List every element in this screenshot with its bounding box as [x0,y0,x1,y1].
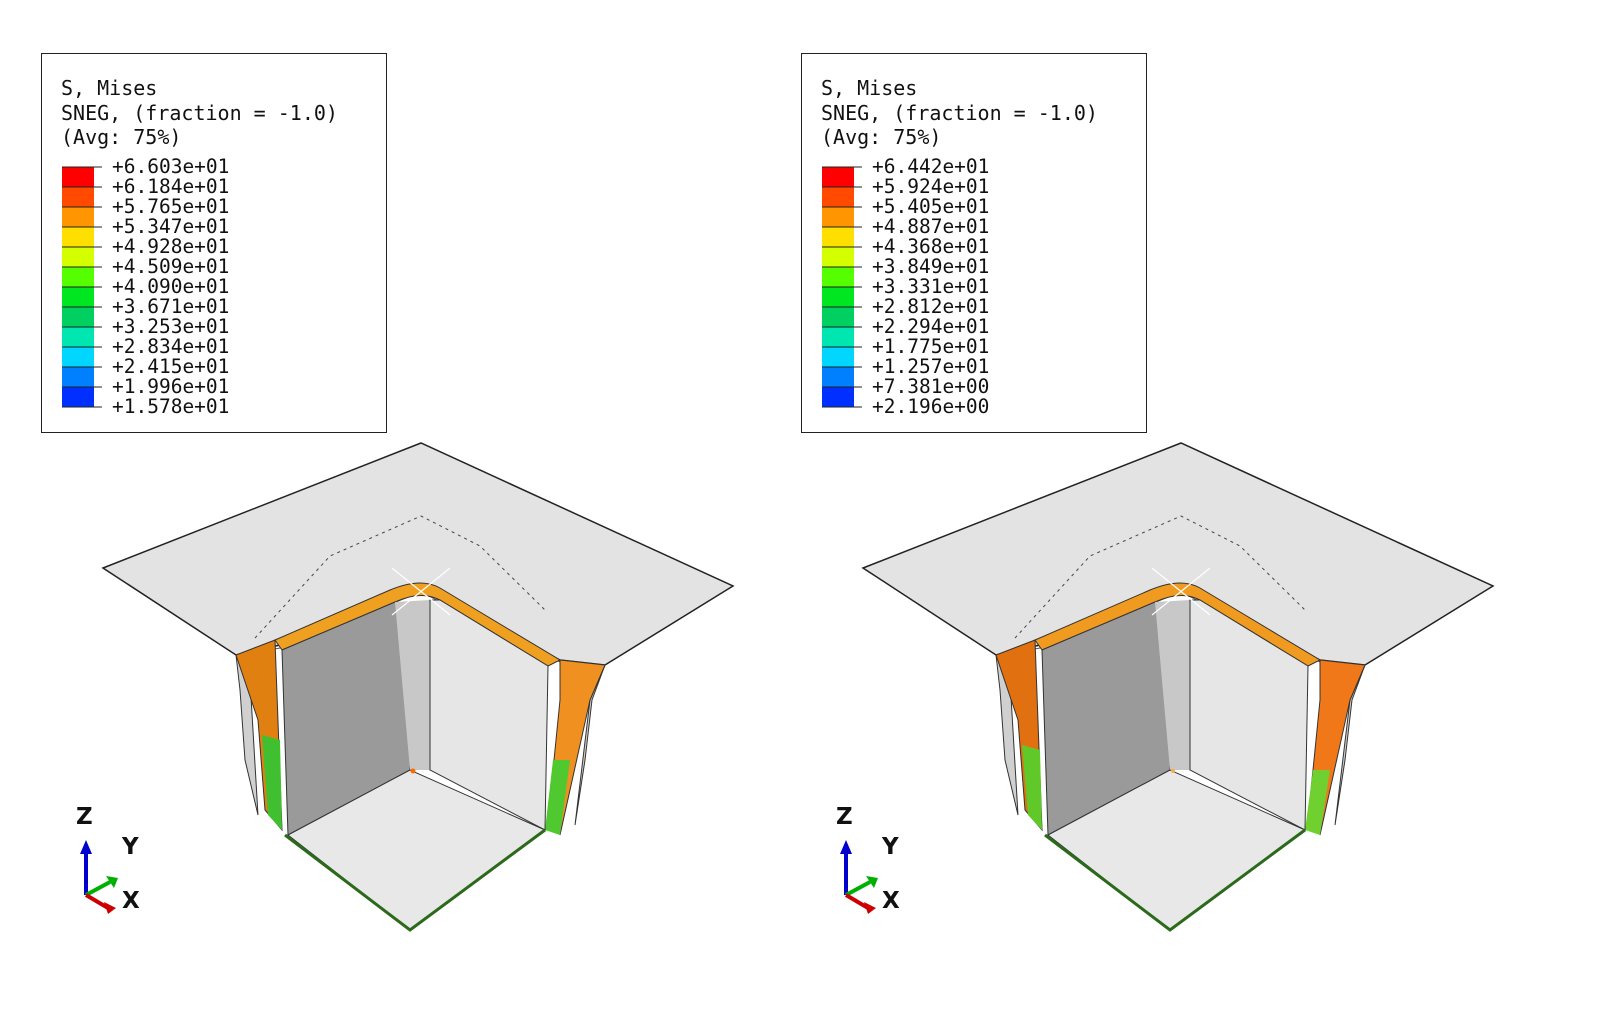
cup-bottom-edge [284,828,546,932]
colorbar-value-label: +3.253e+01 [112,315,230,338]
colorbar-band [822,307,854,327]
right-wall-green-strip [1305,770,1330,835]
axis-label-y: Y [882,834,899,860]
colorbar-value-label: +4.509e+01 [112,255,230,278]
colorbar-band [62,167,94,187]
colorbar-value-label: +3.331e+01 [872,275,990,298]
colorbar-value-label: +6.184e+01 [112,175,230,198]
colorbar-band [62,387,94,407]
inner-corner-shade [395,600,430,770]
colorbar-value-label: +5.765e+01 [112,195,230,218]
legend-title-section: SNEG, (fraction = -1.0) [61,101,338,125]
legend-title-averaging: (Avg: 75%) [61,125,182,149]
blank-outline-dashed [254,515,546,639]
colorbar-value-label: +4.887e+01 [872,215,990,238]
colorbar-band [822,347,854,367]
left-result-panel: S, Mises SNEG, (fraction = -1.0) (Avg: 7… [41,53,735,932]
colorbar-band [62,207,94,227]
axis-label-y: Y [122,834,139,860]
colorbar-value-label: +5.924e+01 [872,175,990,198]
axis-label-z: Z [836,804,853,830]
axis-label-x: X [882,888,900,914]
colorbar-band [822,287,854,307]
legend-title-variable: S, Mises [61,76,158,100]
stress-legend: S, Mises SNEG, (fraction = -1.0) (Avg: 7… [801,53,1147,433]
colorbar-band [62,247,94,267]
colorbar-value-label: +2.834e+01 [112,335,230,358]
axis-label-z: Z [76,804,93,830]
inner-right-wall [429,599,549,831]
legend-title-variable: S, Mises [821,76,918,100]
legend-title-averaging: (Avg: 75%) [821,125,942,149]
legend-title-section: SNEG, (fraction = -1.0) [821,101,1098,125]
axis-triad: Z Y X [70,804,160,930]
colorbar-value-label: +3.671e+01 [112,295,230,318]
colorbar-value-label: +4.090e+01 [112,275,230,298]
colorbar [822,166,862,408]
colorbar-value-label: +1.996e+01 [112,375,230,398]
colorbar-band [62,227,94,247]
axis-triad: Z Y X [830,804,920,930]
colorbar-value-label: +2.415e+01 [112,355,230,378]
colorbar-band [822,327,854,347]
colorbar-band [62,327,94,347]
deformed-model-view [861,442,1495,932]
colorbar-band [822,207,854,227]
colorbar-value-label: +4.928e+01 [112,235,230,258]
colorbar-band [822,247,854,267]
inner-right-wall [1189,599,1309,831]
colorbar-value-label: +1.775e+01 [872,335,990,358]
colorbar-value-label: +3.849e+01 [872,255,990,278]
colorbar-band [62,307,94,327]
cup-bottom-edge [1044,828,1306,932]
axis-label-x: X [122,888,140,914]
hotspot-marker [1171,769,1175,773]
blank-outline-dashed [1014,515,1306,639]
stress-legend: S, Mises SNEG, (fraction = -1.0) (Avg: 7… [41,53,387,433]
inner-corner-shade [1155,600,1190,770]
colorbar-band [822,367,854,387]
colorbar-value-label: +7.381e+00 [872,375,990,398]
colorbar [62,166,102,408]
colorbar-band [62,347,94,367]
hotspot-marker [410,768,416,774]
colorbar-value-label: +1.257e+01 [872,355,990,378]
colorbar-band [822,267,854,287]
colorbar-value-label: +6.442e+01 [872,155,990,178]
colorbar-value-label: +5.405e+01 [872,195,990,218]
colorbar-band [822,187,854,207]
colorbar-value-label: +2.196e+00 [872,395,990,418]
colorbar-band [62,287,94,307]
colorbar-band [822,167,854,187]
left-wall-green-strip [262,735,282,830]
colorbar-value-label: +2.812e+01 [872,295,990,318]
right-result-panel: S, Mises SNEG, (fraction = -1.0) (Avg: 7… [790,0,1590,1017]
colorbar-value-label: +5.347e+01 [112,215,230,238]
colorbar-value-label: +1.578e+01 [112,395,230,418]
colorbar-band [62,267,94,287]
colorbar-value-label: +6.603e+01 [112,155,230,178]
colorbar-value-label: +2.294e+01 [872,315,990,338]
left-wall-green-strip [1022,745,1042,830]
colorbar-band [822,387,854,407]
colorbar-value-label: +4.368e+01 [872,235,990,258]
colorbar-band [822,227,854,247]
colorbar-band [62,187,94,207]
deformed-model-view [101,442,735,932]
right-wall-green-strip [545,760,570,835]
colorbar-band [62,367,94,387]
